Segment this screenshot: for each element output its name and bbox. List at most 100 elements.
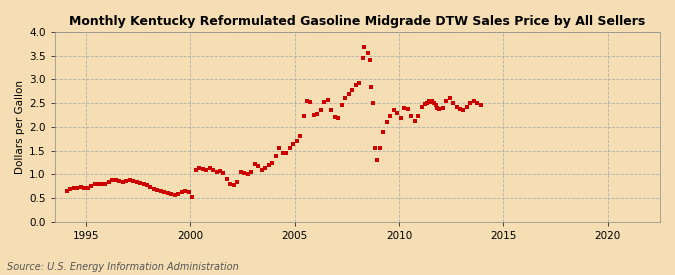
Point bbox=[329, 115, 340, 120]
Point bbox=[410, 119, 421, 123]
Title: Monthly Kentucky Reformulated Gasoline Midgrade DTW Sales Price by All Sellers: Monthly Kentucky Reformulated Gasoline M… bbox=[70, 15, 645, 28]
Point bbox=[145, 185, 156, 189]
Point bbox=[389, 108, 400, 112]
Point bbox=[432, 106, 443, 110]
Point bbox=[326, 108, 337, 112]
Point bbox=[107, 178, 117, 182]
Point bbox=[190, 167, 201, 172]
Point bbox=[221, 176, 232, 181]
Y-axis label: Dollars per Gallon: Dollars per Gallon bbox=[15, 80, 25, 174]
Point bbox=[396, 116, 406, 120]
Point bbox=[468, 98, 479, 103]
Point bbox=[65, 187, 76, 191]
Point bbox=[194, 166, 205, 170]
Point bbox=[142, 183, 153, 187]
Point bbox=[117, 180, 128, 184]
Point bbox=[239, 171, 250, 175]
Point bbox=[197, 166, 208, 171]
Point bbox=[430, 103, 441, 108]
Point bbox=[444, 96, 455, 101]
Point bbox=[211, 170, 222, 174]
Point bbox=[371, 158, 382, 162]
Point bbox=[366, 84, 377, 89]
Point bbox=[437, 106, 448, 110]
Point bbox=[420, 102, 431, 106]
Point bbox=[319, 100, 330, 104]
Point bbox=[152, 188, 163, 192]
Point bbox=[441, 98, 452, 103]
Point bbox=[298, 114, 309, 119]
Point bbox=[368, 101, 379, 105]
Point bbox=[429, 101, 439, 105]
Point bbox=[232, 180, 243, 185]
Point bbox=[79, 185, 90, 190]
Point bbox=[357, 56, 368, 60]
Point bbox=[236, 170, 246, 175]
Point bbox=[246, 170, 256, 175]
Point bbox=[399, 106, 410, 110]
Point bbox=[274, 146, 285, 150]
Point bbox=[294, 134, 305, 139]
Point bbox=[208, 168, 219, 173]
Point bbox=[392, 110, 403, 115]
Point bbox=[267, 161, 277, 165]
Point bbox=[82, 186, 93, 190]
Point bbox=[253, 164, 264, 168]
Point bbox=[385, 114, 396, 119]
Point bbox=[458, 108, 469, 112]
Point bbox=[369, 146, 380, 150]
Point bbox=[451, 105, 462, 109]
Point bbox=[218, 171, 229, 175]
Point bbox=[176, 190, 187, 194]
Point bbox=[215, 169, 225, 174]
Point bbox=[434, 107, 445, 111]
Point bbox=[291, 139, 302, 143]
Point bbox=[131, 180, 142, 184]
Point bbox=[375, 146, 385, 150]
Point bbox=[187, 195, 198, 199]
Point bbox=[315, 108, 326, 112]
Point bbox=[308, 113, 319, 117]
Point bbox=[124, 178, 135, 182]
Point bbox=[350, 83, 361, 87]
Point bbox=[205, 166, 215, 170]
Point bbox=[155, 189, 166, 194]
Point bbox=[406, 114, 416, 119]
Point bbox=[128, 179, 138, 183]
Point bbox=[138, 182, 149, 186]
Point bbox=[173, 192, 184, 196]
Point bbox=[256, 167, 267, 172]
Point bbox=[422, 101, 433, 105]
Point bbox=[336, 103, 347, 108]
Point bbox=[462, 105, 472, 109]
Point bbox=[340, 96, 350, 101]
Point bbox=[166, 192, 177, 196]
Point bbox=[427, 98, 437, 103]
Point bbox=[110, 178, 121, 183]
Point bbox=[159, 190, 170, 194]
Point bbox=[425, 100, 436, 104]
Point bbox=[472, 101, 483, 105]
Point bbox=[344, 91, 354, 96]
Point bbox=[260, 166, 271, 170]
Point bbox=[284, 146, 295, 150]
Point bbox=[416, 105, 427, 109]
Point bbox=[381, 120, 392, 124]
Point bbox=[100, 182, 111, 186]
Point bbox=[305, 100, 316, 104]
Point bbox=[475, 103, 486, 108]
Point bbox=[86, 184, 97, 188]
Point bbox=[103, 180, 114, 184]
Point bbox=[89, 182, 100, 186]
Point bbox=[134, 181, 145, 185]
Point bbox=[423, 98, 434, 103]
Point bbox=[270, 154, 281, 158]
Point bbox=[148, 186, 159, 191]
Point bbox=[180, 189, 190, 193]
Point bbox=[277, 151, 288, 155]
Point bbox=[281, 151, 292, 156]
Point bbox=[97, 182, 107, 186]
Point bbox=[69, 186, 80, 190]
Point bbox=[163, 191, 173, 196]
Point bbox=[364, 58, 375, 63]
